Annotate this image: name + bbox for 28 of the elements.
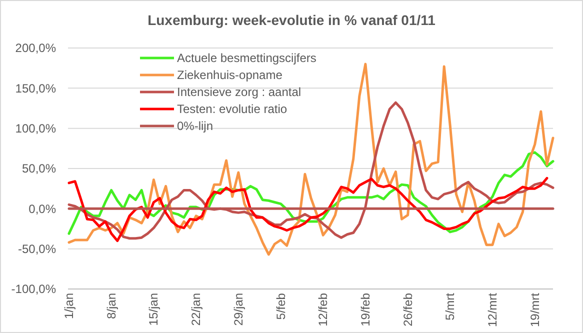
x-tick-label: 12/mrt [486,292,500,328]
x-tick-label: 19/mrt [528,292,542,328]
y-tick-label: 150,0% [15,81,56,96]
legend-label: Intensieve zorg : aantal [177,85,302,100]
legend-label: Ziekenhuis-opname [177,68,283,82]
y-tick-label: 100,0% [15,122,56,136]
x-tick-label: 12/feb [316,292,330,326]
x-tick-label: 5/feb [274,292,288,320]
legend-label: Actuele besmettingscijfers [177,51,316,66]
chart-title: Luxemburg: week-evolutie in % vanaf 01/11 [148,12,436,28]
line-series [68,62,554,256]
y-tick-label: -100,0% [11,282,56,296]
x-tick-label: 5/mrt [443,292,458,320]
x-tick-label: 29/jan [231,293,246,326]
y-tick-label: 50,0% [22,162,56,176]
legend-label: Testen: evolutie ratio [177,102,288,116]
legend-label: 0%-lijn [177,119,214,134]
x-tick-label: 26/feb [400,292,415,326]
y-tick-label: 0,0% [28,202,56,216]
x-tick-label: 1/jan [62,293,76,320]
line-series [68,176,548,242]
x-tick-label: 19/feb [358,292,372,326]
x-tick-label: 8/jan [104,293,118,320]
y-tick-label: 200,0% [15,41,56,56]
y-tick-label: -50,0% [18,242,56,256]
x-tick-label: 22/jan [189,293,204,326]
line-series [68,101,554,240]
x-tick-label: 15/jan [146,293,161,326]
